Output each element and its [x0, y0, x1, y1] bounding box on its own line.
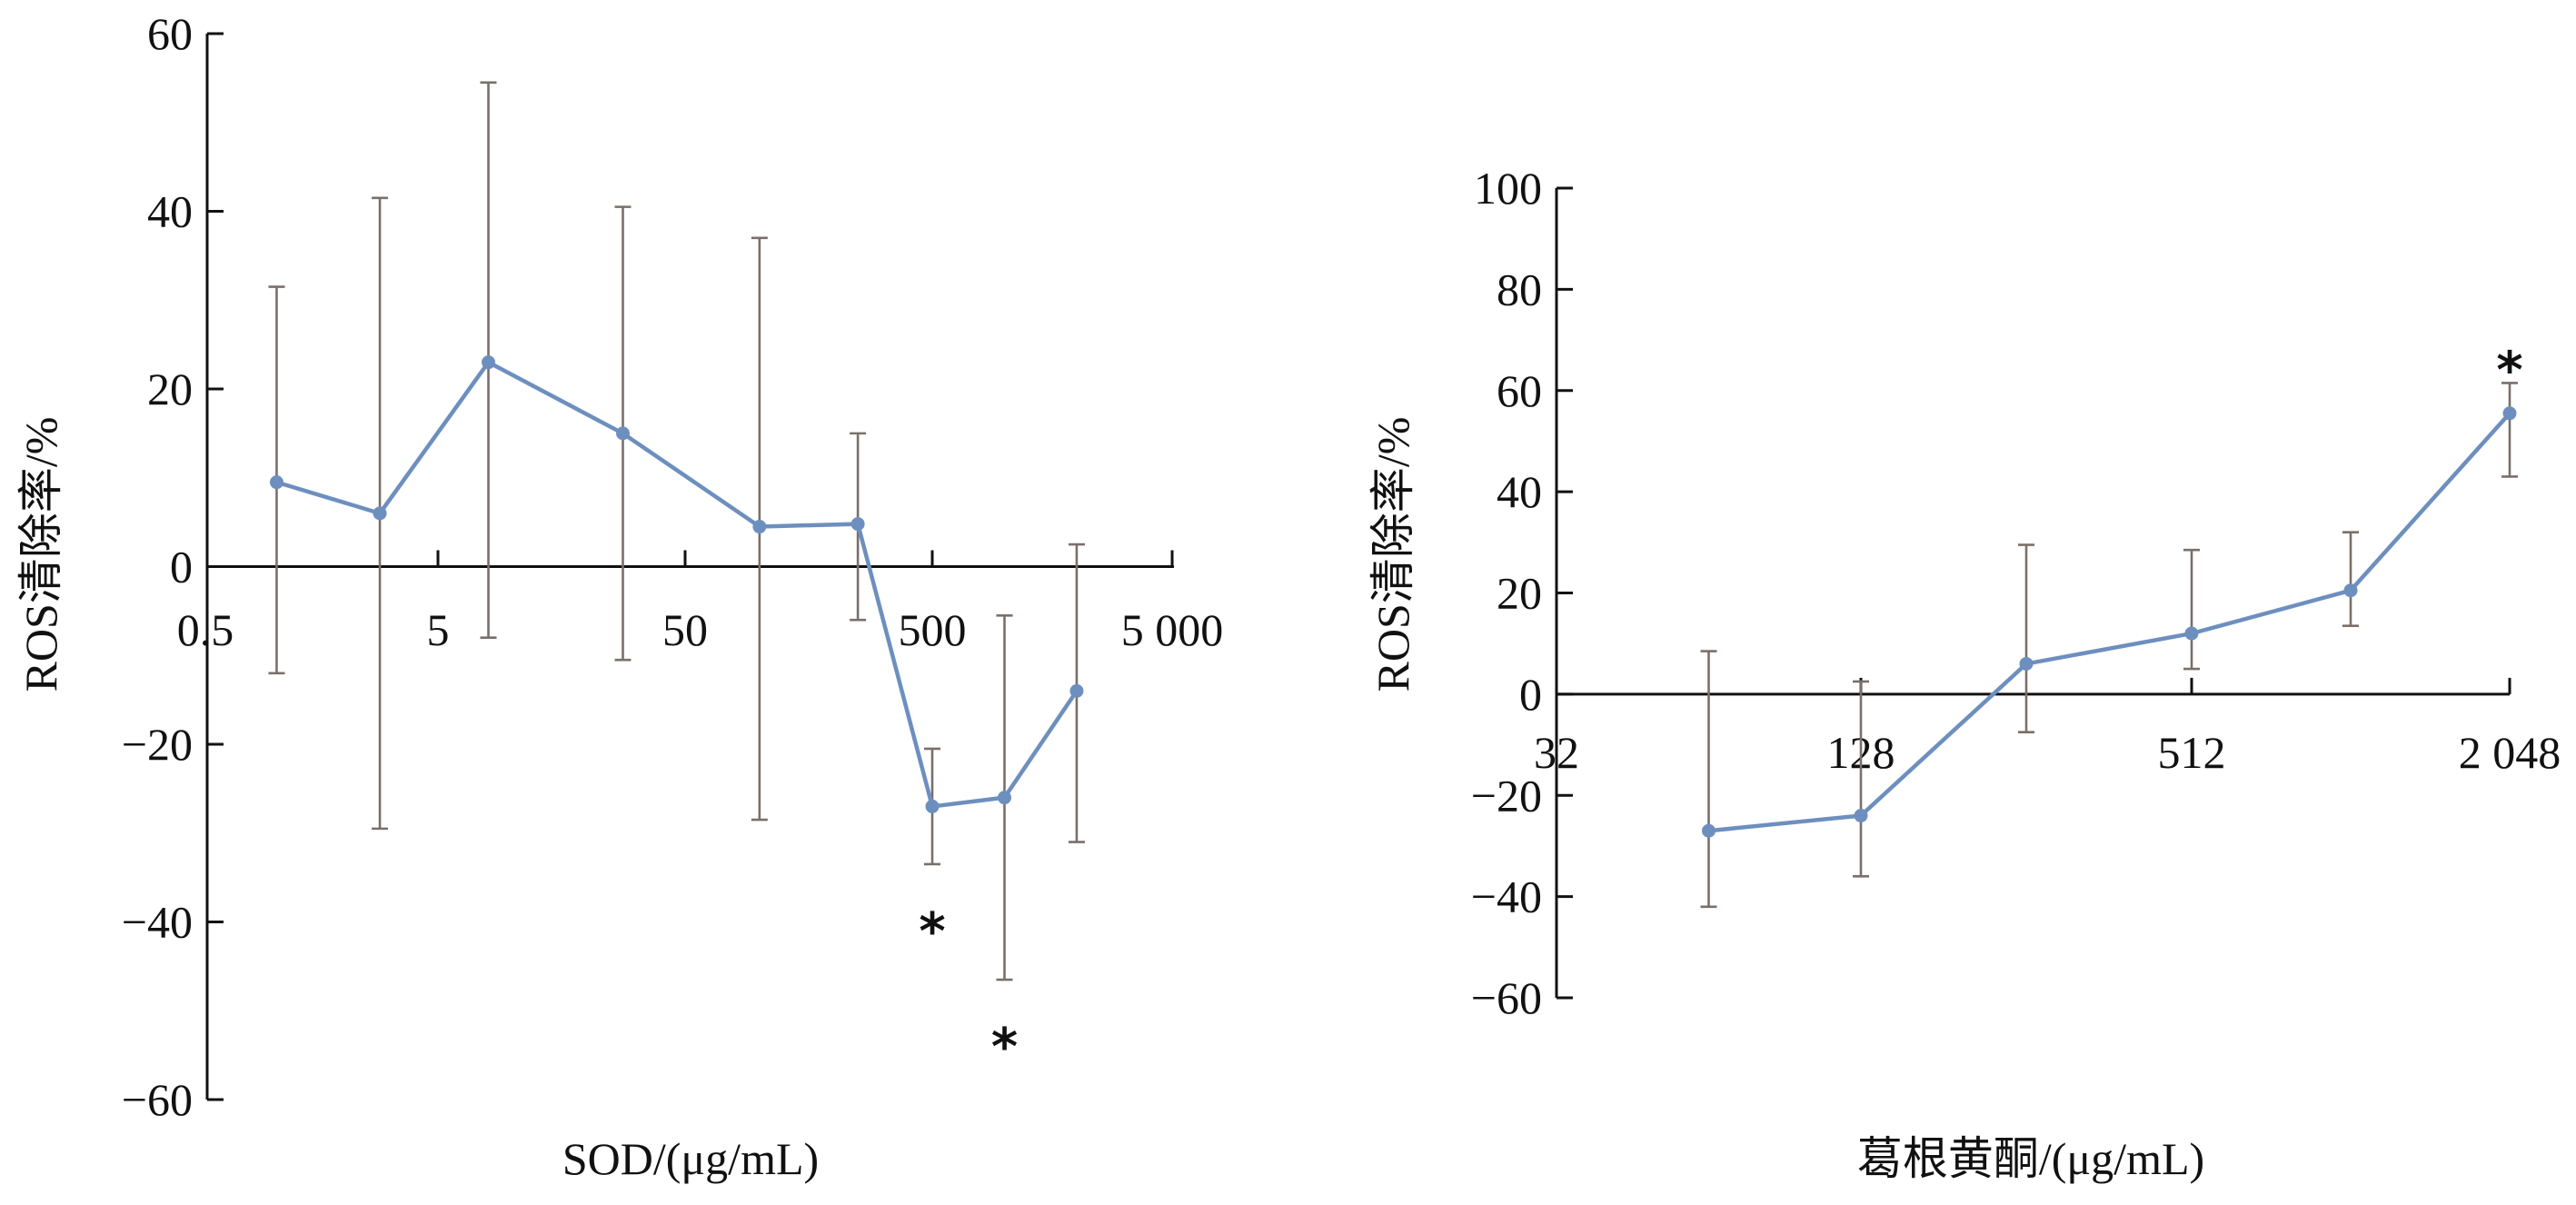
data-point [1069, 683, 1084, 698]
x-tick-label: 5 000 [1121, 604, 1224, 655]
y-tick-label: −60 [122, 1074, 193, 1125]
x-axis-title: SOD/(μg/mL) [562, 1133, 819, 1184]
y-tick-label: 0 [1519, 669, 1542, 720]
data-point [1854, 809, 1868, 823]
data-point [373, 506, 387, 521]
series-line [1708, 412, 2511, 833]
x-tick-label: 50 [662, 604, 708, 655]
x-tick-label: 500 [899, 604, 967, 655]
x-tick-label: 32 [1534, 727, 1579, 778]
y-tick-label: 20 [1497, 568, 1542, 619]
y-tick-label: −40 [122, 897, 193, 948]
y-tick-label: 80 [1497, 264, 1542, 314]
data-point [2502, 406, 2517, 421]
data-point [269, 475, 283, 490]
y-tick-label: 40 [147, 186, 193, 237]
y-tick-label: 60 [147, 8, 193, 59]
y-tick-label: 0 [170, 542, 193, 593]
sod-chart: 60 40 20 0 −20 −40 −60 0.5 5 50 500 5 000 * * SOD/(μg/… [15, 8, 1223, 1184]
data-point [997, 791, 1011, 805]
y-axis-title: ROS清除率/% [1368, 417, 1418, 692]
significance-star: * [919, 902, 945, 961]
data-point [850, 517, 865, 532]
data-point [616, 426, 631, 441]
y-tick-label: 100 [1474, 163, 1542, 214]
significance-star: * [2496, 341, 2522, 400]
significance-star: * [991, 1018, 1018, 1077]
data-point [2343, 583, 2358, 598]
data-point [2019, 656, 2034, 671]
data-point [482, 355, 496, 370]
y-tick-label: 40 [1497, 466, 1542, 517]
x-tick-label: 2 048 [2459, 727, 2561, 778]
x-tick-label: 0.5 [177, 604, 234, 655]
x-tick-label: 5 [427, 604, 450, 655]
data-point [752, 520, 767, 534]
data-point [925, 799, 940, 813]
y-tick-label: −60 [1471, 972, 1542, 1023]
series-line [275, 359, 1079, 809]
data-point [1702, 823, 1716, 838]
x-tick-label: 512 [2158, 727, 2226, 778]
y-tick-label: −40 [1471, 871, 1542, 922]
x-axis-title: 葛根黄酮/(μg/mL) [1857, 1133, 2204, 1184]
y-tick-label: 20 [147, 363, 193, 414]
data-point [2184, 626, 2199, 641]
y-tick-label: −20 [122, 719, 193, 770]
y-tick-label: 60 [1497, 365, 1542, 416]
y-axis-title: ROS清除率/% [15, 417, 66, 692]
y-tick-label: −20 [1471, 770, 1542, 821]
